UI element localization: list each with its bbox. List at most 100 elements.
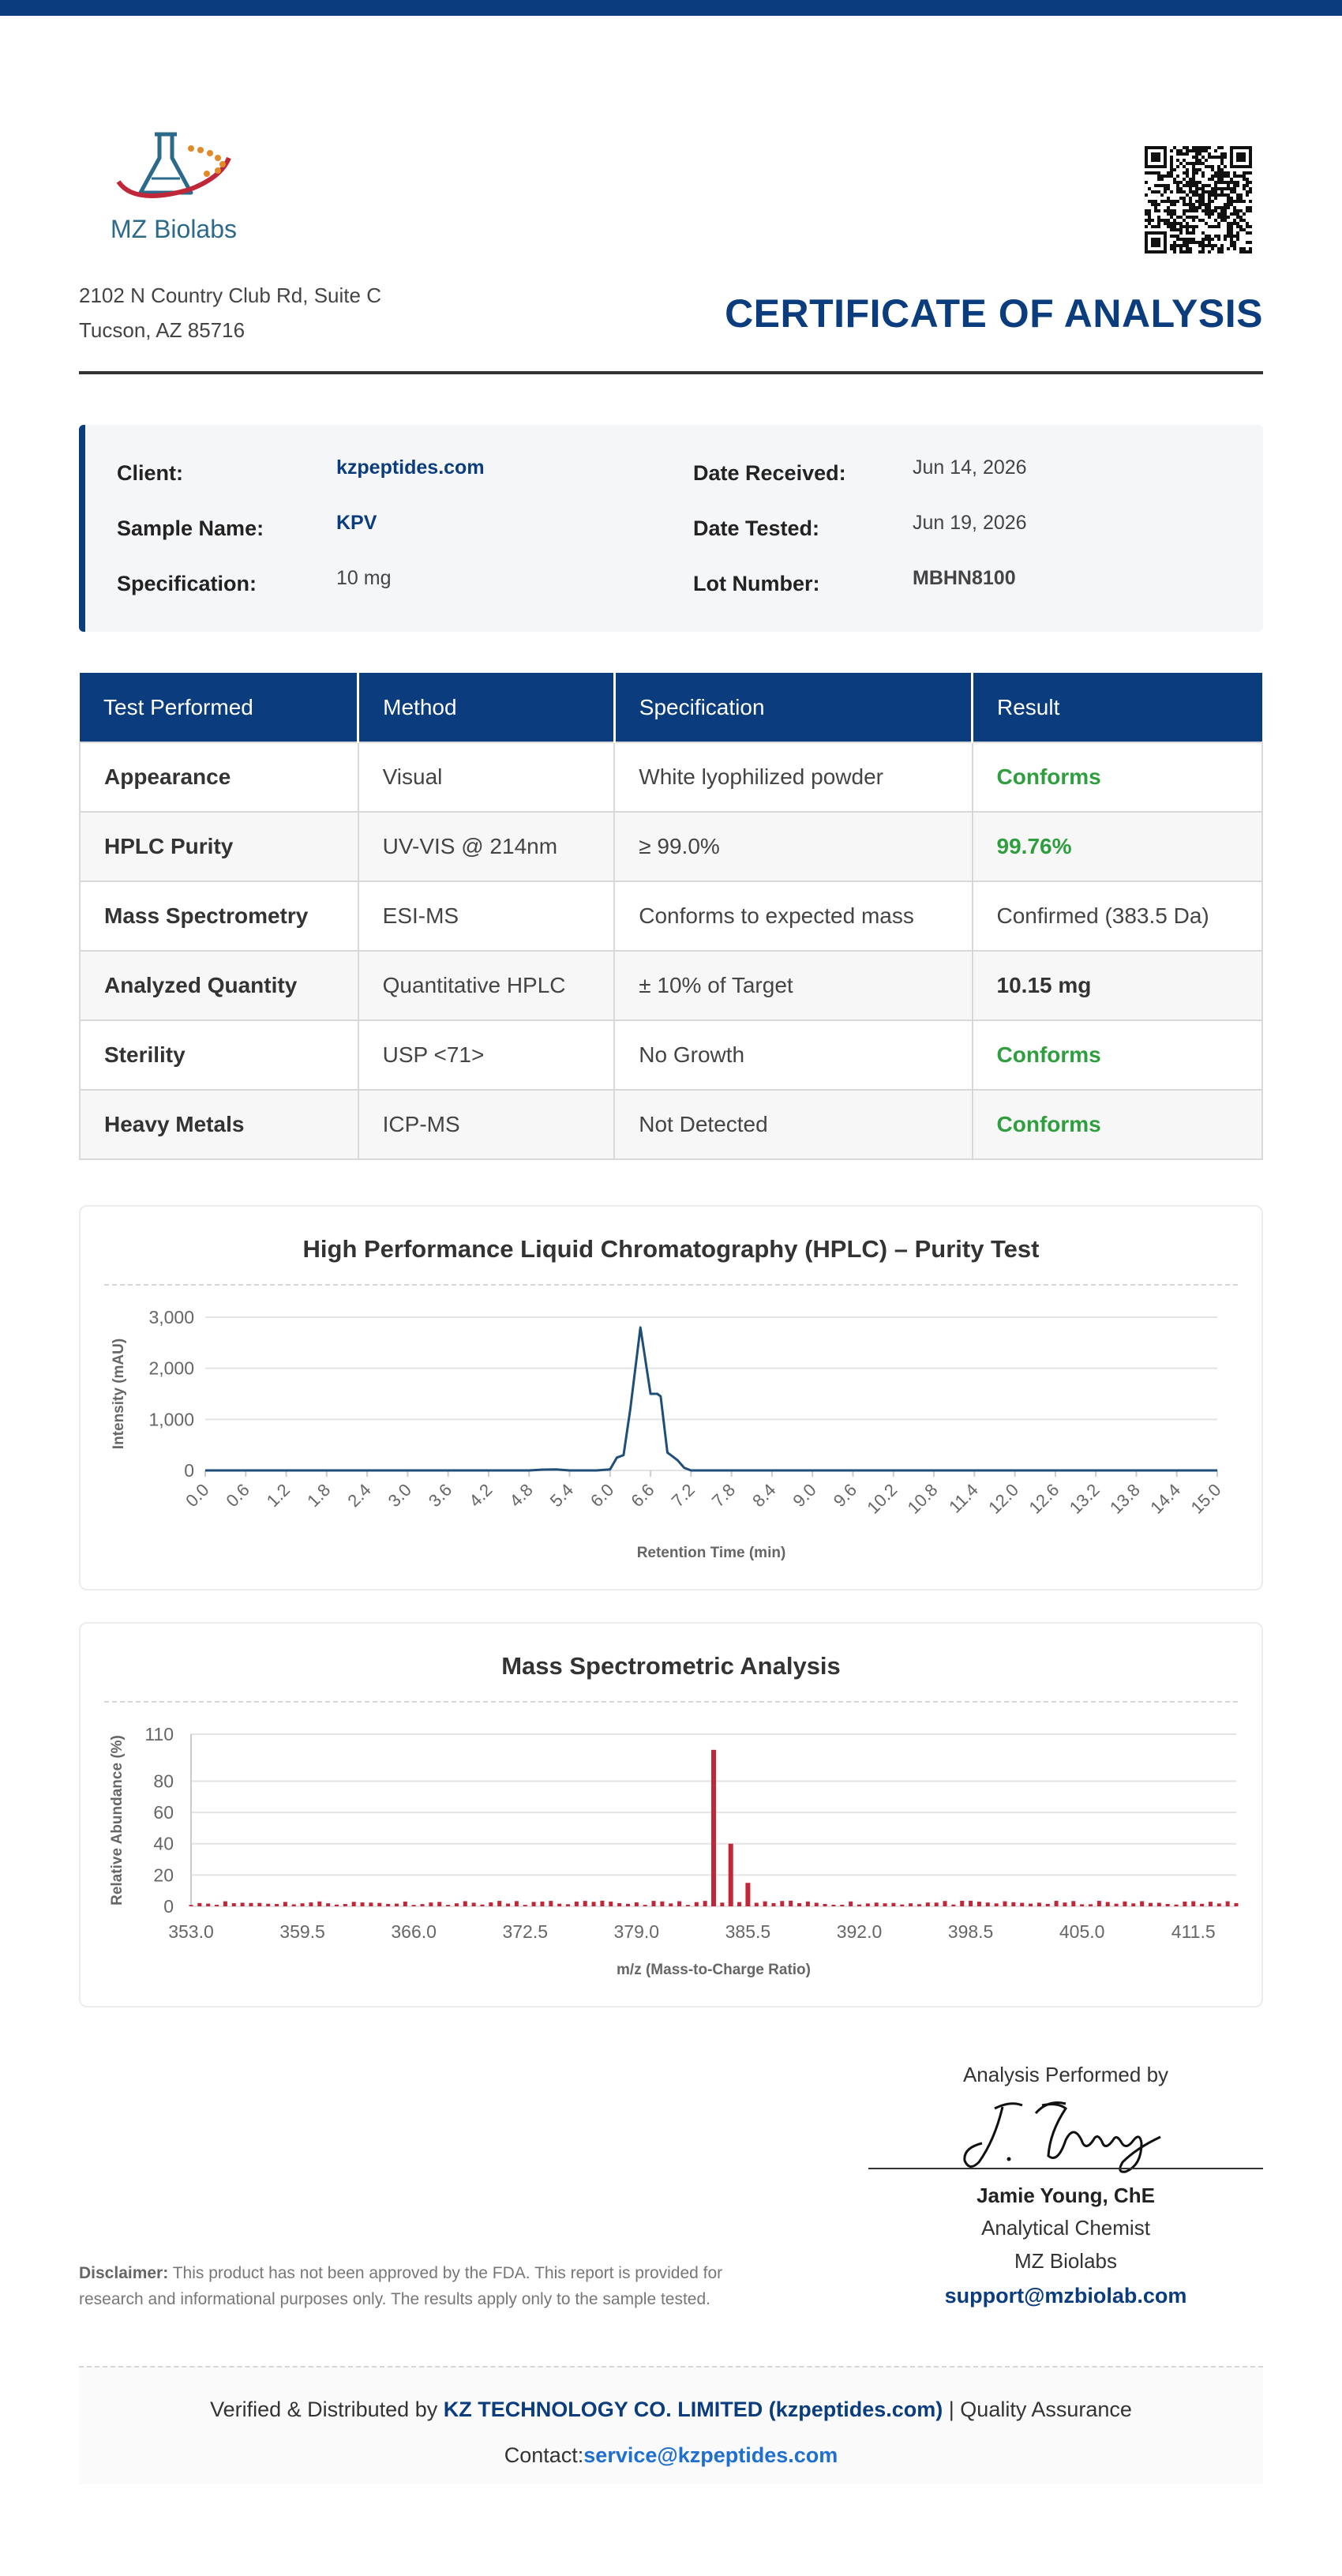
qr-module [1249, 200, 1252, 203]
qr-module [1157, 203, 1160, 206]
disclaimer: Disclaimer: This product has not been ap… [79, 2260, 774, 2312]
ms-noise-bar [600, 1900, 605, 1906]
qr-module [1239, 193, 1243, 197]
qr-module [1183, 171, 1186, 175]
qr-module [1151, 203, 1154, 206]
qr-module [1201, 146, 1205, 149]
qr-module [1230, 203, 1233, 206]
qr-finder-core [1151, 152, 1160, 162]
table-row: Analyzed Quantity Quantitative HPLC ± 10… [79, 950, 1264, 1021]
qr-module [1214, 197, 1217, 200]
test-name: HPLC Purity [79, 811, 359, 882]
qr-module [1157, 190, 1160, 193]
qr-module [1157, 216, 1160, 219]
qr-module [1227, 216, 1230, 219]
qr-module [1246, 184, 1249, 187]
qr-module [1148, 209, 1151, 212]
qr-module [1170, 200, 1173, 203]
qr-module [1192, 203, 1195, 206]
qr-module [1183, 146, 1186, 149]
qr-module [1157, 175, 1160, 178]
ms-xtick-label: 379.0 [614, 1921, 660, 1942]
qr-module [1198, 244, 1201, 247]
ms-xtick-label: 398.5 [948, 1921, 994, 1942]
qr-module [1195, 156, 1198, 159]
ms-noise-bar [249, 1902, 253, 1906]
qr-module [1192, 149, 1195, 152]
qr-module [1249, 181, 1252, 184]
qr-module [1189, 250, 1192, 253]
ms-noise-bar [403, 1901, 407, 1906]
qr-module [1214, 181, 1217, 184]
qr-module [1217, 146, 1220, 149]
qr-module [1227, 200, 1230, 203]
qr-module [1205, 206, 1208, 209]
qr-module [1201, 219, 1205, 222]
qr-module [1198, 241, 1201, 244]
ms-ytick-label: 110 [144, 1724, 174, 1744]
qr-module [1192, 171, 1195, 175]
qr-module [1173, 203, 1176, 206]
ms-xtick-label: 411.5 [1171, 1921, 1216, 1942]
qr-module [1243, 250, 1246, 253]
qr-module [1217, 250, 1220, 253]
qr-module [1179, 216, 1183, 219]
footer-verified-line: Verified & Distributed by KZ TECHNOLOGY … [79, 2398, 1263, 2422]
qr-module [1201, 209, 1205, 212]
ms-noise-bar [317, 1901, 322, 1906]
signature-line [868, 2168, 1263, 2169]
qr-module [1192, 241, 1195, 244]
qr-module [1220, 156, 1224, 159]
header-test-performed: Test Performed [80, 673, 360, 742]
qr-module [1173, 228, 1176, 231]
qr-module [1186, 225, 1189, 228]
qr-module [1249, 247, 1252, 250]
qr-module [1173, 178, 1176, 181]
qr-module [1179, 197, 1183, 200]
ms-chart: 0 20 40 60 80 110 353.0 359.5 366.0 372.5 379.0 385… [109, 1724, 1239, 1978]
qr-module [1176, 152, 1179, 156]
specification-label: Specification: [117, 572, 257, 595]
qr-module [1217, 175, 1220, 178]
ms-noise-bar [617, 1902, 622, 1906]
qr-module [1233, 187, 1236, 190]
qr-module [1217, 168, 1220, 171]
qr-module [1233, 206, 1236, 209]
qr-module [1170, 216, 1173, 219]
qr-module [1186, 244, 1189, 247]
hplc-xtick-label: 11.4 [945, 1480, 982, 1517]
qr-module [1195, 193, 1198, 197]
qr-module [1208, 165, 1211, 168]
qr-module [1173, 225, 1176, 228]
qr-module [1211, 209, 1214, 212]
qr-module [1186, 209, 1189, 212]
qr-module [1230, 244, 1233, 247]
qr-module [1160, 200, 1164, 203]
qr-module [1217, 247, 1220, 250]
ms-noise-bar [420, 1904, 425, 1906]
footer: Verified & Distributed by KZ TECHNOLOGY … [79, 2366, 1263, 2484]
qr-module [1208, 216, 1211, 219]
qr-module [1195, 159, 1198, 162]
support-email-link[interactable]: support@mzbiolab.com [944, 2284, 1187, 2308]
qr-module [1220, 146, 1224, 149]
hplc-xtick-label: 1.2 [263, 1480, 294, 1511]
qr-module [1186, 216, 1189, 219]
qr-module [1195, 162, 1198, 165]
qr-module [1227, 184, 1230, 187]
hplc-xtick-label: 8.4 [748, 1480, 779, 1511]
qr-module [1214, 219, 1217, 222]
ms-noise-bar [523, 1905, 527, 1906]
table-row: Heavy Metals ICP-MS Not Detected Conform… [79, 1089, 1264, 1160]
hplc-xtick-label: 14.4 [1146, 1480, 1184, 1518]
qr-module [1211, 238, 1214, 241]
contact-email-link[interactable]: service@kzpeptides.com [583, 2443, 838, 2467]
qr-module [1189, 247, 1192, 250]
qr-module [1208, 197, 1211, 200]
qr-module [1208, 152, 1211, 156]
ms-noise-bar [625, 1903, 630, 1906]
qr-module [1179, 228, 1183, 231]
qr-module [1179, 250, 1183, 253]
ms-noise-bar [754, 1902, 759, 1906]
ms-noise-bar [737, 1902, 742, 1906]
